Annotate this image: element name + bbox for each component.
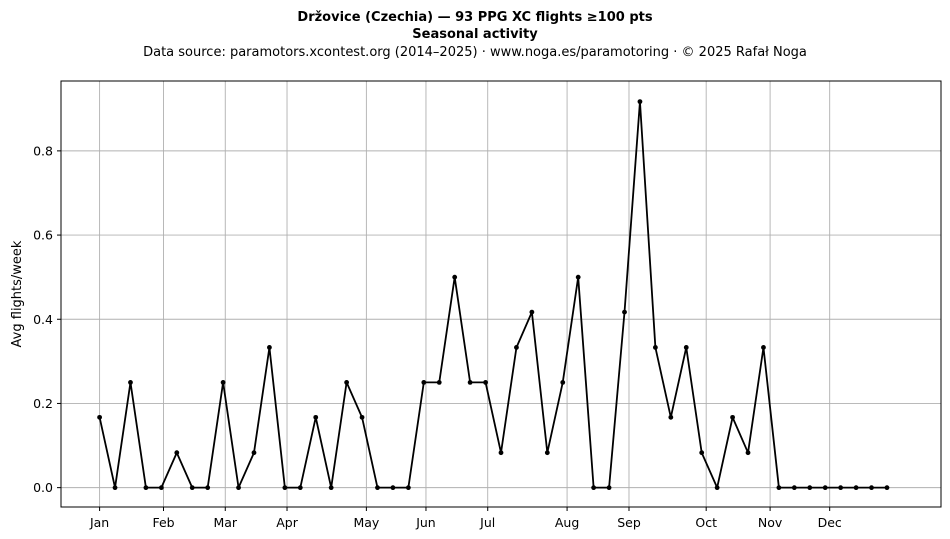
data-point [220,379,226,385]
x-tick-label: Jan [89,515,109,530]
data-point [158,485,164,491]
x-tick-label: Mar [213,515,237,530]
data-point [189,485,195,491]
data-point [730,414,735,420]
data-point [128,379,133,385]
data-point [606,485,612,491]
data-point [344,379,350,385]
data-point [791,485,797,491]
data-point [575,274,581,280]
data-point [745,450,751,456]
data-point [467,379,473,385]
series-line [98,100,887,489]
data-point [714,485,720,491]
plot-frame [60,80,942,508]
x-tick-label: Jul [479,515,495,530]
axes-layer [60,80,942,508]
data-point [683,345,689,350]
data-point [328,485,334,491]
data-point [699,450,705,456]
data-point [853,485,859,491]
data-point [143,485,149,491]
y-tick-label: 0.2 [33,396,53,411]
data-point [761,345,766,350]
data-point [668,414,674,420]
data-point [884,485,890,491]
data-point [97,414,102,420]
y-tick-label: 0.8 [33,143,53,158]
data-point [313,414,319,420]
y-tick-label: 0.4 [33,312,53,327]
data-point [838,485,844,491]
data-point [652,345,658,350]
data-point [807,485,813,491]
data-point [405,485,411,491]
ticks-layer: Jan Feb Mar Apr May Jun Jul Aug Sep Oct Nov Dec 0.0 0… [33,143,842,530]
data-point [205,485,211,491]
data-point [375,485,380,491]
data-point [421,379,427,385]
data-point [267,345,272,350]
series-layer [97,99,890,491]
data-point [112,485,118,491]
x-tick-label: Dec [818,515,842,530]
chart-title: Držovice (Czechia) — 93 PPG XC flights ≥… [297,10,652,25]
y-axis-label: Avg flights/week [10,240,25,347]
data-point [297,485,303,491]
data-point [544,450,550,456]
data-point [390,485,396,491]
data-point [452,274,458,280]
data-point [282,485,288,491]
data-point [251,450,257,456]
data-point [483,379,488,385]
data-point [236,485,241,491]
x-tick-label: Feb [152,515,174,530]
x-tick-label: Oct [695,515,717,530]
data-point [174,450,180,456]
data-point [498,450,504,456]
data-point [514,345,519,350]
chart-source-line: Data source: paramotors.xcontest.org (20… [143,45,807,60]
data-point [560,379,566,385]
data-point [529,309,535,315]
data-point [622,309,627,315]
y-tick-label: 0.0 [33,480,53,495]
data-point [436,379,442,385]
x-tick-label: May [353,515,379,530]
data-point [776,485,782,491]
data-point [591,485,597,491]
chart-subtitle: Seasonal activity [412,27,538,42]
x-tick-label: Aug [555,515,579,530]
x-tick-label: Sep [617,515,641,530]
data-point [822,485,828,491]
data-point [359,414,365,420]
y-tick-label: 0.6 [33,228,53,243]
data-point [637,99,643,105]
x-tick-label: Jun [415,515,436,530]
x-tick-label: Nov [758,515,783,530]
data-point [869,485,874,491]
grid-layer [61,81,941,507]
x-tick-label: Apr [276,515,298,530]
